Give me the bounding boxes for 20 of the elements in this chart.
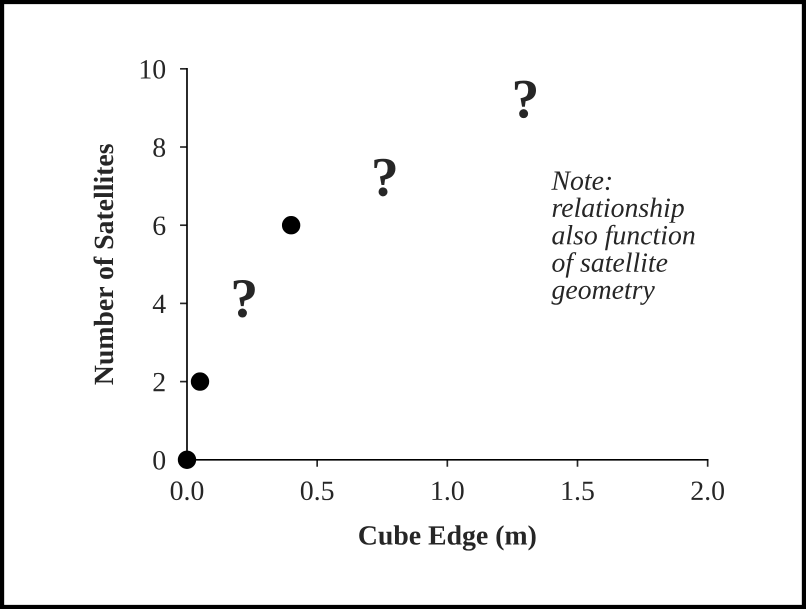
y-tick-label: 4 [152,294,166,314]
y-tick-label: 2 [153,372,165,392]
annotation: ? [514,80,536,118]
x-tick-label: 0.0 [170,481,204,500]
y-tick-label: 8 [153,138,166,157]
y-tick-label: 10 [140,60,166,79]
y-axis-title: Number of Satellites [93,144,114,385]
annotation: ? [374,158,396,196]
x-tick-label: 2.0 [692,481,724,500]
y-tick-label: 0 [153,450,166,470]
point [178,450,196,469]
point [282,216,300,234]
x-tick-label: 1.0 [432,481,464,500]
x-tick-label: 0.5 [300,481,334,500]
x-tick-label: 1.5 [562,482,594,500]
y-tick-label: 6 [153,216,166,236]
annotation: Note: relationship also function of satellite geometry [551,172,695,305]
annotation: ? [234,280,255,318]
point [190,372,210,391]
x-axis-title: Cube Edge (m) [359,525,536,551]
